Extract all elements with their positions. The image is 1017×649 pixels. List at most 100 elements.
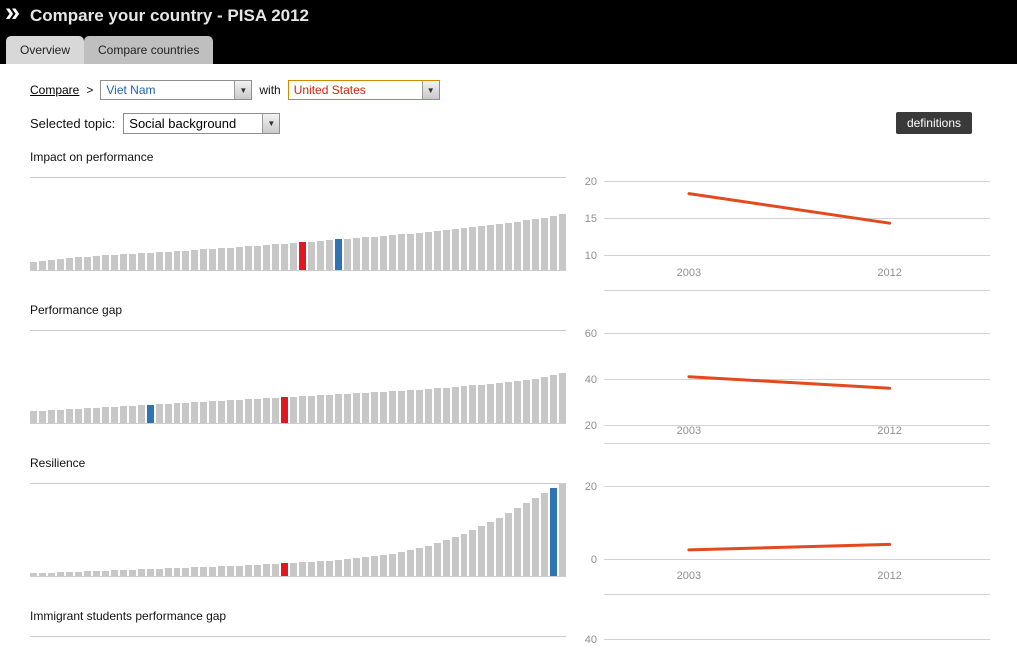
topic-select[interactable]: Social background ▼ <box>123 113 281 134</box>
chart-baseline <box>30 270 566 271</box>
bar <box>334 394 342 423</box>
bar <box>164 252 172 270</box>
chevron-down-icon[interactable]: ▼ <box>234 81 252 99</box>
bar <box>254 565 262 576</box>
with-label: with <box>259 83 281 97</box>
tab-compare-countries[interactable]: Compare countries <box>84 36 214 64</box>
bar <box>182 251 190 270</box>
bar <box>30 411 37 423</box>
compare-controls: Compare > Viet Nam ▼ with United States … <box>30 80 440 100</box>
svg-text:2003: 2003 <box>677 267 701 279</box>
definitions-button[interactable]: definitions <box>895 112 972 134</box>
bar <box>38 261 46 270</box>
selected-topic-label: Selected topic: <box>30 116 116 131</box>
bar <box>38 411 46 423</box>
bar <box>370 237 378 270</box>
bar <box>65 572 73 576</box>
bar <box>92 571 100 576</box>
bar <box>38 573 46 576</box>
bar <box>155 404 163 423</box>
bar <box>523 503 531 576</box>
svg-text:2003: 2003 <box>677 570 701 582</box>
bar <box>496 224 504 270</box>
svg-text:2012: 2012 <box>877 267 901 279</box>
bar <box>550 488 558 576</box>
bar <box>487 384 495 423</box>
bar <box>65 409 73 423</box>
country-select-united-states[interactable]: United States ▼ <box>287 80 440 100</box>
svg-text:2003: 2003 <box>677 425 701 437</box>
bar <box>299 242 307 270</box>
bar <box>514 508 522 576</box>
trend-chart-1: 20 15 10 2003 2012 <box>578 170 990 295</box>
bar <box>137 569 145 576</box>
bar <box>272 564 280 576</box>
bar <box>487 522 495 576</box>
bar <box>281 397 289 423</box>
bar <box>137 253 145 270</box>
chevron-down-icon[interactable]: ▼ <box>262 114 280 133</box>
bar <box>281 563 289 576</box>
divider <box>30 636 566 637</box>
tab-bar: Overview Compare countries <box>0 33 1017 64</box>
bar <box>317 561 324 576</box>
bar <box>74 572 82 576</box>
bar <box>245 246 253 270</box>
bar <box>290 397 298 423</box>
bar <box>74 409 82 423</box>
bar <box>370 392 378 423</box>
bar <box>514 381 522 423</box>
bar <box>191 567 199 576</box>
divider <box>30 330 566 331</box>
bar <box>406 550 414 576</box>
bar <box>236 400 244 423</box>
compare-link[interactable]: Compare <box>30 83 80 97</box>
bar <box>56 572 64 576</box>
bar <box>110 570 118 576</box>
bar <box>47 573 55 576</box>
bar <box>442 388 450 423</box>
bar <box>388 554 396 576</box>
tab-overview[interactable]: Overview <box>6 36 85 64</box>
trend-svg: 60 40 20 2003 2012 <box>585 328 990 444</box>
trend-svg: 20 15 10 2003 2012 <box>585 176 990 291</box>
bar <box>182 568 190 576</box>
country-select-viet-nam[interactable]: Viet Nam ▼ <box>100 80 253 100</box>
bar <box>505 513 513 576</box>
bar <box>209 249 217 270</box>
bar <box>137 405 145 423</box>
bar <box>164 404 172 423</box>
svg-text:2012: 2012 <box>877 570 901 582</box>
bar <box>263 245 271 270</box>
bar <box>47 260 55 270</box>
bar <box>496 383 504 423</box>
trend-svg: 20 0 2003 2012 <box>585 481 990 595</box>
bar <box>559 484 567 576</box>
bar <box>110 255 118 270</box>
bar <box>352 558 360 576</box>
bar <box>254 399 262 423</box>
bar <box>227 566 235 576</box>
bar <box>514 222 522 270</box>
bar <box>263 564 271 576</box>
bar <box>361 393 369 423</box>
divider <box>30 177 566 178</box>
bar <box>451 229 459 270</box>
bar <box>308 396 315 423</box>
chevron-down-icon[interactable]: ▼ <box>421 81 439 99</box>
bar <box>83 571 91 576</box>
bar <box>352 393 360 423</box>
bar <box>173 568 181 576</box>
bar <box>478 385 486 423</box>
bar <box>541 377 549 423</box>
country-select-viet-nam-value: Viet Nam <box>106 83 156 97</box>
bar <box>388 235 396 270</box>
bar <box>559 373 567 423</box>
bar <box>415 390 423 423</box>
bar <box>433 388 441 423</box>
bar <box>343 239 351 270</box>
bar <box>173 251 181 270</box>
bar <box>83 408 91 423</box>
bar <box>92 256 100 270</box>
bar <box>424 232 432 270</box>
